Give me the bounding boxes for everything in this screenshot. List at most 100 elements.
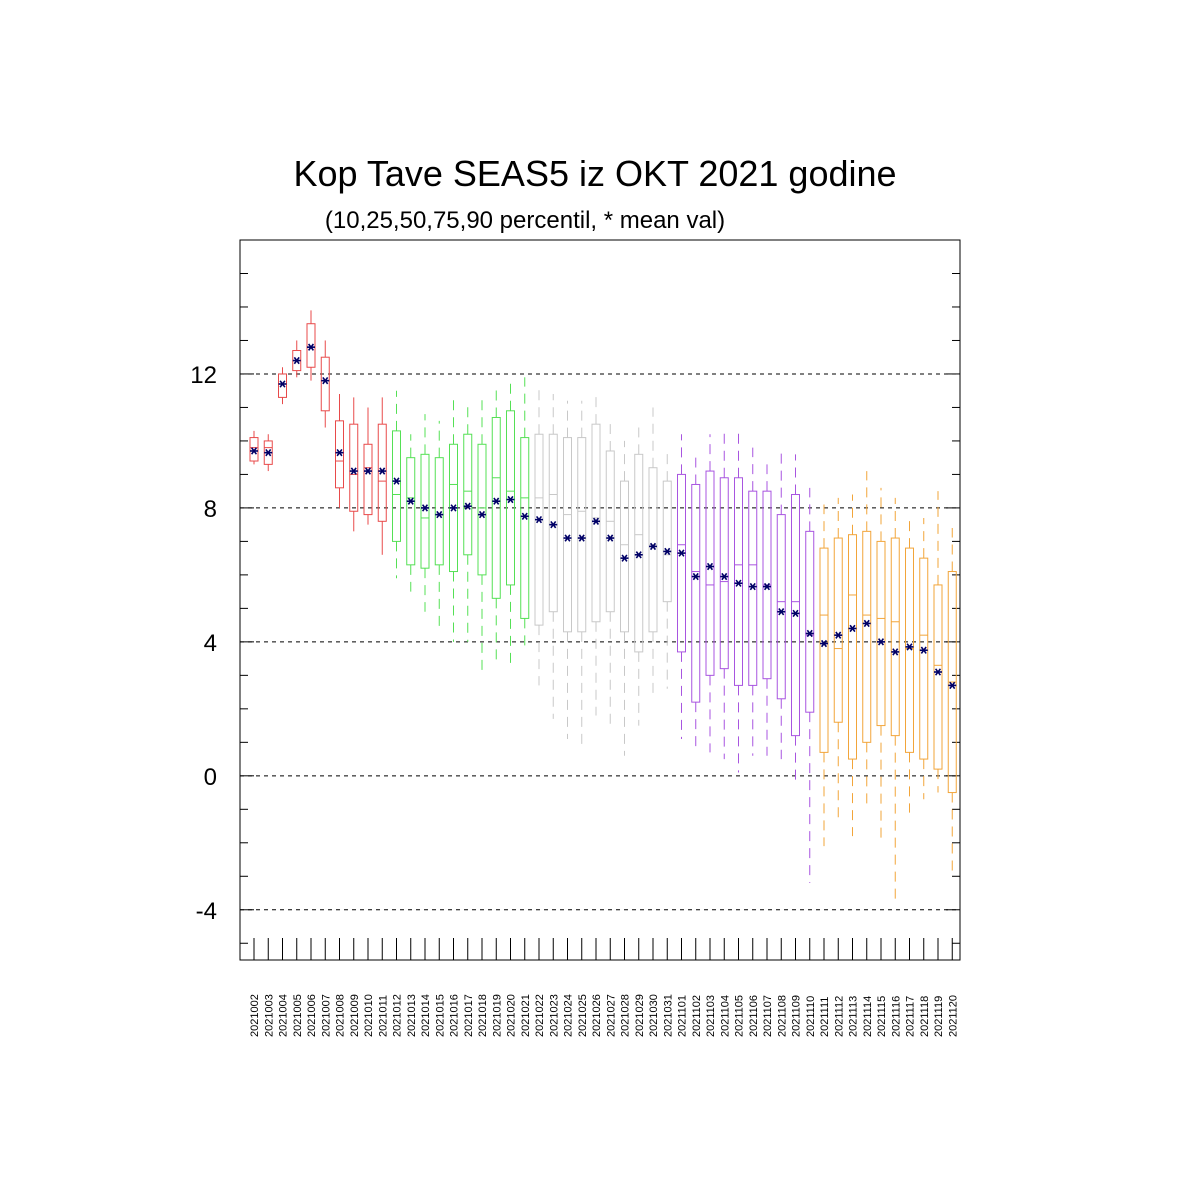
mean-marker: [791, 609, 800, 618]
box-2021019: [491, 387, 501, 666]
x-tick-label: 2021120: [947, 995, 959, 1037]
box-2021015: [434, 420, 444, 632]
box-2021024: [563, 400, 572, 739]
mean-marker: [292, 356, 301, 365]
iqr-box: [776, 514, 786, 700]
x-tick-label: 2021102: [691, 995, 703, 1037]
y-tick-label: 12: [190, 362, 217, 389]
x-tick-label: 2021101: [677, 995, 689, 1037]
mean-marker: [805, 629, 814, 638]
box-2021107: [762, 464, 772, 756]
box-2021008: [335, 394, 344, 508]
x-tick-label: 2021111: [819, 997, 831, 1037]
boxes: [249, 310, 957, 900]
mean-marker: [848, 624, 857, 633]
iqr-box: [705, 470, 715, 676]
x-tick-label: 2021109: [791, 995, 803, 1037]
box-2021012: [392, 390, 401, 579]
mean-marker: [435, 510, 444, 519]
iqr-box: [833, 537, 843, 723]
mean-marker: [463, 502, 472, 510]
x-axis: 2021002 2021003 2021004 2021005 2021006 20210…: [249, 938, 959, 1037]
box-2021111: [819, 504, 829, 847]
x-tick-label: 2021024: [563, 994, 575, 1037]
x-tick-label: 2021029: [634, 994, 646, 1037]
x-tick-label: 2021020: [506, 994, 518, 1037]
mean-marker: [763, 582, 771, 591]
y-tick-label: 0: [204, 764, 217, 791]
iqr-box: [691, 483, 701, 703]
box-2021031: [662, 450, 672, 689]
grid-lines: [240, 373, 960, 911]
box-2021009: [349, 397, 359, 532]
mean-marker: [549, 520, 558, 529]
x-tick-label: 2021027: [605, 994, 617, 1037]
box-2021114: [862, 471, 872, 810]
box-2021021: [520, 377, 530, 649]
x-tick-label: 2021110: [805, 996, 817, 1037]
mean-marker: [891, 648, 900, 656]
box-2021007: [320, 340, 330, 428]
x-tick-label: 2021117: [905, 996, 917, 1037]
mean-marker: [449, 504, 458, 512]
box-2021108: [776, 447, 786, 760]
mean-marker: [706, 562, 714, 571]
x-tick-label: 2021008: [335, 994, 347, 1037]
iqr-box: [919, 557, 929, 760]
iqr-box: [890, 537, 900, 737]
box-2021120: [947, 528, 957, 873]
iqr-box: [591, 423, 601, 623]
box-2021018: [477, 394, 487, 676]
box-2021102: [691, 457, 701, 753]
plot-frame: [239, 239, 961, 961]
x-tick-label: 2021025: [577, 994, 589, 1037]
x-tick-label: 2021011: [377, 995, 389, 1037]
mean-marker: [777, 608, 786, 616]
iqr-box: [377, 423, 387, 522]
iqr-box: [520, 437, 530, 619]
mean-marker: [492, 497, 501, 505]
box-2021005: [292, 340, 302, 378]
iqr-box: [662, 480, 672, 603]
box-2021113: [848, 494, 857, 837]
iqr-box: [905, 547, 914, 753]
mean-marker: [520, 512, 529, 520]
box-2021004: [278, 367, 287, 405]
mean-marker: [307, 343, 315, 351]
iqr-box: [634, 453, 644, 653]
x-tick-label: 2021010: [363, 994, 375, 1037]
x-tick-label: 2021112: [833, 996, 845, 1037]
iqr-box: [548, 433, 558, 613]
x-tick-label: 2021103: [705, 995, 717, 1037]
mean-marker: [364, 467, 372, 475]
iqr-box: [563, 437, 572, 633]
mean-marker: [421, 504, 429, 512]
x-tick-label: 2021006: [306, 994, 318, 1037]
box-2021116: [890, 497, 900, 900]
mean-marker: [321, 376, 330, 385]
iqr-box: [933, 584, 943, 770]
iqr-box: [620, 480, 629, 633]
x-tick-label: 2021005: [292, 994, 304, 1037]
y-tick-label: 8: [204, 496, 217, 523]
x-tick-label: 2021114: [862, 996, 874, 1037]
iqr-box: [320, 356, 330, 412]
iqr-box: [876, 540, 886, 727]
box-2021119: [933, 491, 943, 793]
x-tick-label: 2021116: [890, 996, 902, 1037]
mean-marker: [691, 572, 700, 581]
mean-marker: [606, 534, 615, 542]
mean-marker: [278, 380, 287, 388]
x-tick-label: 2021013: [406, 994, 418, 1037]
iqr-box: [848, 534, 857, 760]
iqr-box: [805, 530, 815, 713]
box-2021118: [919, 517, 929, 800]
x-tick-label: 2021108: [776, 995, 788, 1037]
x-tick-label: 2021105: [734, 995, 746, 1037]
box-2021117: [905, 517, 914, 813]
iqr-box: [392, 430, 401, 542]
mean-marker: [948, 681, 957, 690]
x-tick-label: 2021119: [933, 996, 945, 1037]
x-tick-label: 2021007: [320, 994, 332, 1037]
box-2021106: [748, 447, 758, 756]
